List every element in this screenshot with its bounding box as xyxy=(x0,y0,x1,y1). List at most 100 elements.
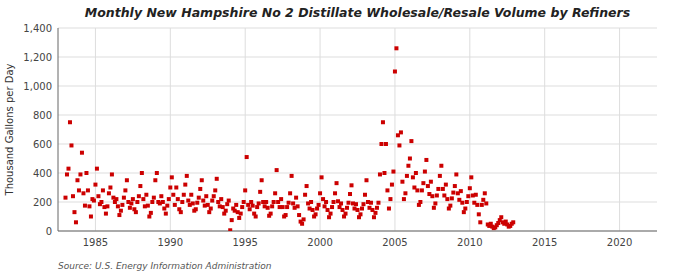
point xyxy=(460,201,464,205)
point xyxy=(165,204,169,208)
point xyxy=(309,200,313,204)
point xyxy=(300,222,304,226)
point xyxy=(258,190,262,194)
point xyxy=(358,212,362,216)
point xyxy=(240,205,244,209)
point xyxy=(153,178,157,182)
point xyxy=(131,197,135,201)
tick-label: 200 xyxy=(33,197,52,208)
source: Source: U.S. Energy Information Administ… xyxy=(58,261,272,271)
point xyxy=(459,189,463,193)
point xyxy=(385,188,389,192)
point xyxy=(314,212,318,216)
point xyxy=(86,188,90,192)
point xyxy=(108,186,112,190)
grid-line xyxy=(544,28,545,231)
point xyxy=(201,199,205,203)
point xyxy=(221,205,225,209)
point xyxy=(161,200,165,204)
point xyxy=(400,180,404,184)
point xyxy=(418,200,422,204)
point xyxy=(372,215,376,219)
point xyxy=(194,207,198,211)
point xyxy=(147,215,151,219)
point xyxy=(129,201,133,205)
point xyxy=(344,212,348,216)
point xyxy=(206,203,210,207)
tick-label: 1,200 xyxy=(23,52,52,63)
point xyxy=(438,174,442,178)
point xyxy=(290,174,294,178)
point xyxy=(83,204,87,208)
point xyxy=(272,200,276,204)
point xyxy=(480,203,484,207)
point xyxy=(433,201,437,205)
point xyxy=(360,207,364,211)
point xyxy=(436,187,440,191)
point xyxy=(361,202,365,206)
point xyxy=(405,174,409,178)
point xyxy=(141,197,145,201)
point xyxy=(445,197,449,201)
tick-label: 0 xyxy=(46,226,52,237)
grid-line xyxy=(58,231,657,232)
point xyxy=(511,220,515,224)
point xyxy=(215,177,219,181)
point xyxy=(72,210,76,214)
point xyxy=(224,209,228,213)
point xyxy=(320,175,324,179)
point xyxy=(174,186,178,190)
grid-line xyxy=(58,173,657,174)
point xyxy=(170,175,174,179)
point xyxy=(421,181,425,185)
point xyxy=(242,200,246,204)
point xyxy=(329,212,333,216)
point xyxy=(68,120,72,124)
point xyxy=(287,201,291,205)
point xyxy=(462,210,466,214)
point xyxy=(484,201,488,205)
point xyxy=(426,184,430,188)
point xyxy=(237,216,241,220)
point xyxy=(251,204,255,208)
point xyxy=(210,199,214,203)
point xyxy=(146,204,150,208)
grid-line xyxy=(58,86,657,87)
point xyxy=(104,212,108,216)
point xyxy=(269,212,273,216)
point xyxy=(152,196,156,200)
grid-line xyxy=(469,28,470,231)
point xyxy=(288,191,292,195)
point xyxy=(406,164,410,168)
point xyxy=(255,205,259,209)
point xyxy=(225,202,229,206)
grid-line xyxy=(320,28,321,231)
point xyxy=(429,180,433,184)
point xyxy=(173,203,177,207)
point xyxy=(101,188,105,192)
grid-line xyxy=(394,28,395,231)
point xyxy=(294,196,298,200)
point xyxy=(71,194,75,198)
point xyxy=(394,46,398,50)
point xyxy=(119,209,123,213)
point xyxy=(348,192,352,196)
tick-label: 1995 xyxy=(232,237,257,248)
point xyxy=(453,184,457,188)
point xyxy=(315,207,319,211)
point xyxy=(180,200,184,204)
point xyxy=(326,208,330,212)
point xyxy=(420,188,424,192)
point xyxy=(350,183,354,187)
tick-label: 2005 xyxy=(382,237,407,248)
point xyxy=(451,191,455,195)
point xyxy=(159,194,163,198)
point xyxy=(324,200,328,204)
grid-line xyxy=(58,115,657,116)
point xyxy=(69,143,73,147)
point xyxy=(135,200,139,204)
point xyxy=(391,170,395,174)
point xyxy=(230,218,234,222)
point xyxy=(110,172,114,176)
point xyxy=(363,193,367,197)
